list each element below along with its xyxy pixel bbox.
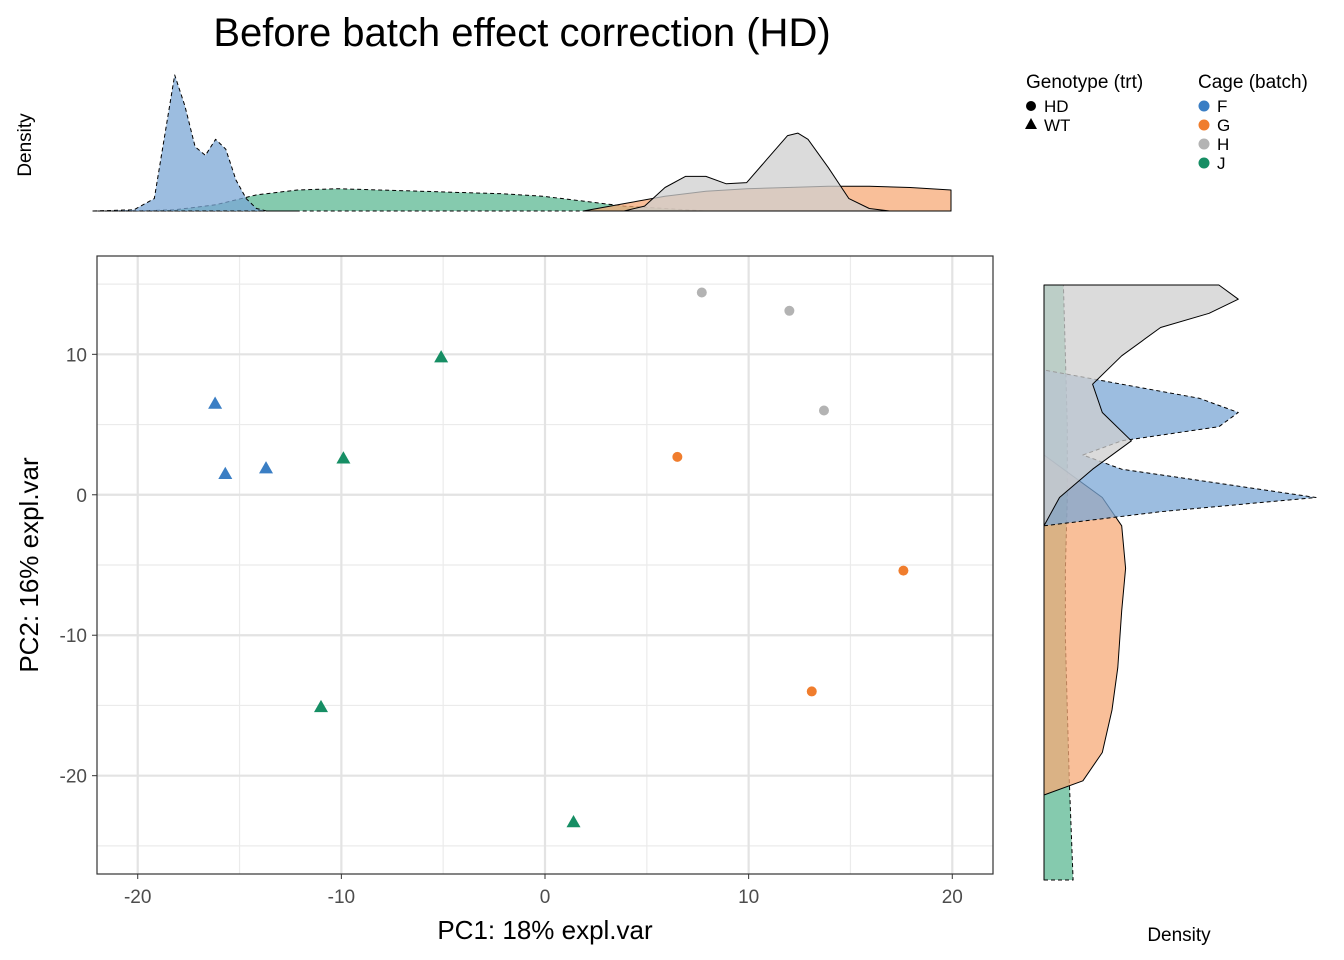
legend-swatch-j bbox=[1198, 157, 1210, 169]
data-point-circle bbox=[696, 287, 707, 298]
x-axis-title: PC1: 18% expl.var bbox=[437, 915, 653, 945]
data-point-circle bbox=[818, 405, 829, 416]
legend-label-j: J bbox=[1217, 154, 1226, 173]
data-point-triangle bbox=[566, 815, 581, 828]
scatter-grid bbox=[97, 256, 993, 874]
top-density-panel bbox=[92, 74, 952, 212]
cage-legend-title: Cage (batch) bbox=[1198, 72, 1308, 93]
data-point-circle bbox=[672, 451, 683, 462]
chart-title: Before batch effect correction (HD) bbox=[213, 11, 830, 55]
y-axis-title: PC2: 16% expl.var bbox=[14, 457, 44, 673]
data-point-circle bbox=[898, 565, 909, 576]
right-density-curve-f bbox=[1043, 369, 1317, 527]
legend-swatch-h bbox=[1198, 138, 1210, 150]
scatter-panel-border bbox=[96, 255, 994, 875]
legend-swatch-f bbox=[1198, 100, 1210, 112]
legend-triangle-icon bbox=[1025, 118, 1037, 129]
legend-label-f: F bbox=[1217, 97, 1227, 116]
top-density-ylabel: Density bbox=[15, 113, 36, 177]
x-tick-label: 20 bbox=[942, 887, 963, 908]
top-density-curve-h bbox=[623, 132, 952, 212]
y-tick-label: 10 bbox=[66, 345, 87, 366]
top-density-curve-f bbox=[92, 74, 298, 212]
legend-swatch-g bbox=[1198, 119, 1210, 131]
y-tick-label: 0 bbox=[76, 486, 87, 507]
data-point-triangle bbox=[336, 451, 351, 464]
legend-label-hd: HD bbox=[1044, 97, 1069, 116]
x-tick-label: -20 bbox=[124, 887, 151, 908]
cage-legend: Cage (batch) F G H J bbox=[1198, 72, 1308, 173]
x-tick-label: 0 bbox=[540, 887, 551, 908]
right-density-curve-h bbox=[1043, 284, 1239, 527]
x-tick-label: -10 bbox=[328, 887, 355, 908]
legend-label-wt: WT bbox=[1044, 116, 1070, 135]
x-tick-label: 10 bbox=[738, 887, 759, 908]
data-point-triangle bbox=[314, 699, 328, 713]
data-point-triangle bbox=[434, 350, 449, 363]
data-point-circle bbox=[806, 686, 817, 697]
data-point-circle bbox=[784, 305, 795, 316]
legend-label-g: G bbox=[1217, 116, 1230, 135]
right-density-panel bbox=[1043, 284, 1317, 881]
scatter-points bbox=[208, 287, 909, 828]
data-point-triangle bbox=[259, 461, 274, 474]
y-tick-label: -20 bbox=[60, 767, 87, 788]
scatter-ticks: -20 -10 0 10 20 10 0 -10 -20 bbox=[60, 345, 963, 908]
right-density-xlabel: Density bbox=[1147, 925, 1211, 946]
y-tick-label: -10 bbox=[60, 626, 87, 647]
legend-label-h: H bbox=[1217, 135, 1229, 154]
genotype-legend-title: Genotype (trt) bbox=[1026, 72, 1143, 93]
data-point-triangle bbox=[218, 466, 233, 479]
genotype-legend: Genotype (trt) HD WT bbox=[1025, 72, 1143, 135]
legend-circle-icon bbox=[1026, 101, 1036, 111]
data-point-triangle bbox=[208, 396, 223, 409]
